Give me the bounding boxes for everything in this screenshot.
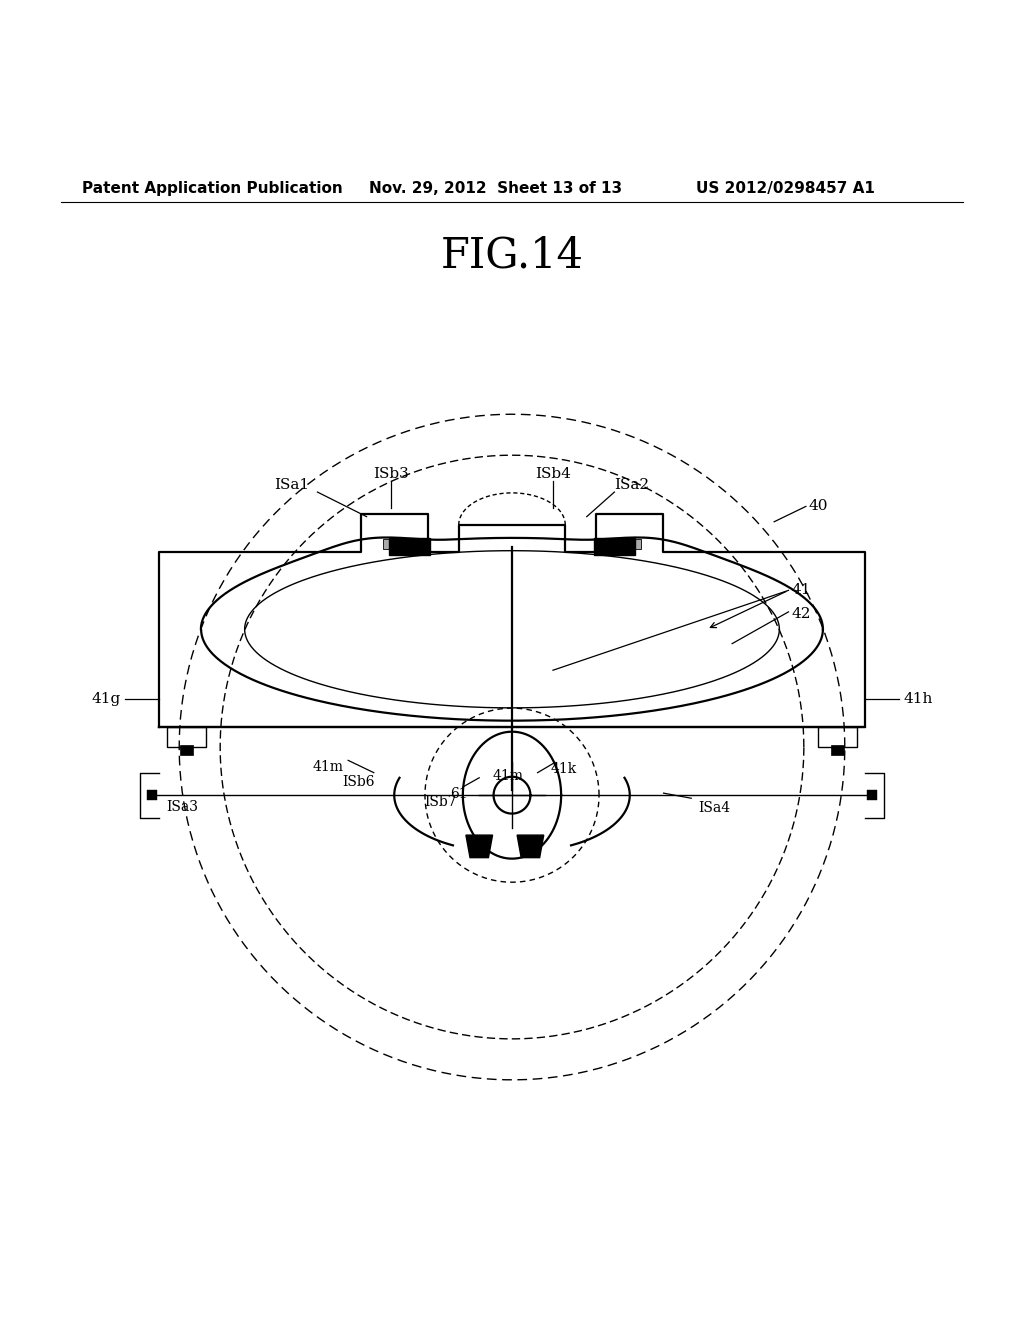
Text: ISb3: ISb3 bbox=[374, 467, 409, 480]
Text: 41g: 41g bbox=[91, 692, 121, 706]
Text: FIG.14: FIG.14 bbox=[440, 235, 584, 276]
Bar bbox=[146, 791, 157, 800]
Bar bbox=[831, 744, 844, 755]
Bar bbox=[867, 791, 878, 800]
Polygon shape bbox=[517, 836, 544, 858]
Text: ISa4: ISa4 bbox=[698, 801, 730, 816]
Bar bbox=[180, 744, 193, 755]
Text: 41m: 41m bbox=[312, 760, 343, 775]
Text: 42: 42 bbox=[792, 607, 811, 620]
Text: 61: 61 bbox=[450, 787, 468, 801]
Polygon shape bbox=[466, 836, 493, 858]
Text: 40: 40 bbox=[809, 499, 828, 513]
Text: US 2012/0298457 A1: US 2012/0298457 A1 bbox=[696, 181, 876, 195]
Bar bbox=[383, 539, 406, 549]
Text: ISb6: ISb6 bbox=[342, 775, 375, 788]
Text: ISb7: ISb7 bbox=[424, 795, 457, 809]
Text: Patent Application Publication: Patent Application Publication bbox=[82, 181, 343, 195]
Polygon shape bbox=[594, 539, 635, 554]
Text: 41: 41 bbox=[792, 583, 811, 598]
Polygon shape bbox=[389, 539, 430, 554]
Text: Nov. 29, 2012  Sheet 13 of 13: Nov. 29, 2012 Sheet 13 of 13 bbox=[369, 181, 622, 195]
Text: 41m: 41m bbox=[493, 768, 523, 783]
Text: 41k: 41k bbox=[550, 763, 577, 776]
Text: ISa3: ISa3 bbox=[166, 800, 199, 814]
Bar bbox=[167, 726, 206, 747]
Text: ISa1: ISa1 bbox=[274, 478, 309, 492]
Text: 41h: 41h bbox=[903, 692, 933, 706]
Bar bbox=[818, 726, 857, 747]
Text: ISa2: ISa2 bbox=[614, 478, 649, 492]
Bar bbox=[618, 539, 641, 549]
Text: ISb4: ISb4 bbox=[535, 467, 571, 480]
